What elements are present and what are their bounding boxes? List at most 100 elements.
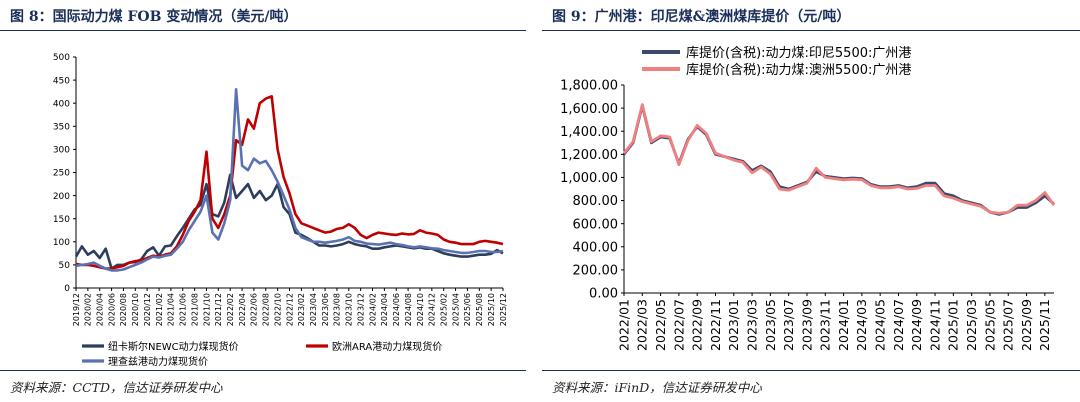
x-tick-label: 2023/10 [345,293,354,326]
x-tick-label: 2021/02 [155,293,164,326]
x-tick-label: 2022/03 [635,299,650,351]
x-tick-label: 2022/12 [285,293,294,326]
x-tick-label: 2021/04 [167,293,176,326]
y-tick-label: 1,200.00 [560,148,618,163]
x-tick-label: 2021/12 [214,293,223,326]
x-tick-label: 2022/05 [653,299,668,351]
x-tick-label: 2022/09 [690,299,705,351]
figure-title: 图 9：广州港：印尼煤&澳洲煤库提价（元/吨） [552,9,851,25]
x-tick-label: 2024/01 [836,299,851,351]
series-line-2 [622,103,1056,215]
x-tick-label: 2023/12 [356,293,365,326]
y-tick-label: 100 [53,238,70,248]
y-tick-label: 150 [53,215,70,225]
x-tick-label: 2025/01 [946,299,961,351]
legend-label-3: 理查兹港动力煤现货价 [108,355,208,368]
y-tick-label: 500 [53,53,70,63]
x-tick-label: 2023/02 [297,293,306,326]
x-tick-label: 2024/03 [854,299,869,351]
legend-label-2: 库提价(含税):动力煤:澳洲5500:广州港 [686,62,911,78]
x-tick-label: 2025/03 [964,299,979,351]
x-tick-label: 2023/01 [726,299,741,351]
guangzhou-line-chart: 0.00 200.00 400.00 600.00 800.00 1,000.00 1,20… [560,45,1056,351]
x-tick-label: 2022/06 [250,293,259,326]
x-tick-label: 2024/08 [404,293,413,326]
chart-panel-guangzhou: 图 9：广州港：印尼煤&澳洲煤库提价（元/吨） 0.00 200.00 400.00… [542,0,1080,402]
y-tick-label: 400.00 [573,240,619,255]
x-tick-label: 2025/02 [439,293,448,326]
x-tick-label: 2023/05 [763,299,778,351]
y-tick-label: 50 [59,261,71,271]
legend-label-2: 欧洲ARA港动力煤现货价 [332,340,442,353]
series-line-2 [75,95,504,270]
x-tick-label: 2024/10 [416,293,425,326]
y-tick-label: 600.00 [573,217,619,232]
x-tick-label: 2024/11 [927,299,942,351]
source-note: 资料来源：iFinD，信达证券研发中心 [552,380,762,395]
series-line-1 [622,104,1055,216]
y-tick-label: 200.00 [573,264,619,279]
x-tick-label: 2023/08 [333,293,342,326]
legend-label-1: 纽卡斯尔NEWC动力煤现货价 [108,340,239,353]
x-tick-label: 2022/01 [616,299,631,351]
x-tick-label: 2024/07 [891,299,906,351]
x-tick-label: 2025/10 [487,293,496,326]
y-tick-label: 1,000.00 [560,171,618,186]
x-tick-label: 2024/02 [368,293,377,326]
series-line-3 [75,88,504,272]
y-tick-label: 0 [64,284,70,294]
x-tick-label: 2025/08 [475,293,484,326]
x-tick-label: 2024/06 [392,293,401,326]
x-tick-label: 2020/10 [131,293,140,326]
y-tick-label: 1,800.00 [560,79,618,94]
x-tick-label: 2022/10 [273,293,282,326]
y-tick-label: 1,600.00 [560,102,618,117]
y-tick-label: 0.00 [589,287,618,302]
title-divider [542,30,1080,31]
x-tick-label: 2024/04 [380,293,389,326]
x-tick-label: 2022/02 [226,293,235,326]
x-tick-label: 2024/12 [428,293,437,326]
x-tick-label: 2023/07 [781,299,796,351]
x-tick-label: 2024/09 [909,299,924,351]
x-tick-label: 2019/12 [72,293,81,326]
x-tick-label: 2025/07 [1001,299,1016,351]
x-tick-label: 2023/04 [309,293,318,326]
figure-title: 图 8：国际动力煤 FOB 变动情况（美元/吨） [10,9,298,25]
source-divider [0,370,526,371]
y-tick-label: 1,400.00 [560,125,618,140]
y-tick-label: 800.00 [573,194,619,209]
y-tick-label: 350 [53,123,70,133]
y-tick-label: 300 [53,146,70,156]
x-tick-label: 2023/06 [321,293,330,326]
x-tick-label: 2020/04 [96,293,105,326]
x-tick-label: 2025/06 [463,293,472,326]
x-tick-label: 2020/08 [119,293,128,326]
source-note: 资料来源：CCTD，信达证券研发中心 [10,380,223,395]
x-tick-label: 2024/05 [873,299,888,351]
x-tick-label: 2023/11 [818,299,833,351]
chart-panel-fob: 图 8：国际动力煤 FOB 变动情况（美元/吨） 0 50 100 150 200 250… [0,0,526,402]
x-tick-label: 2020/06 [107,293,116,326]
series-line-1 [74,173,504,270]
title-divider [0,30,526,31]
x-tick-label: 2021/08 [190,293,199,326]
x-tick-label: 2022/11 [708,299,723,351]
y-tick-label: 200 [53,192,70,202]
x-tick-label: 2023/03 [744,299,759,351]
x-tick-label: 2025/09 [1019,299,1034,351]
x-tick-label: 2020/02 [84,293,93,326]
x-tick-label: 2025/05 [982,299,997,351]
x-tick-label: 2022/07 [671,299,686,351]
x-tick-label: 2021/10 [202,293,211,326]
x-tick-label: 2021/06 [179,293,188,326]
legend-label-1: 库提价(含税):动力煤:印尼5500:广州港 [686,45,911,61]
y-tick-label: 400 [53,99,70,109]
y-tick-label: 250 [53,169,70,179]
y-tick-label: 450 [53,76,70,86]
x-tick-label: 2023/09 [799,299,814,351]
x-tick-label: 2025/11 [1037,299,1052,351]
source-divider [542,370,1080,371]
x-tick-label: 2020/12 [143,293,152,326]
